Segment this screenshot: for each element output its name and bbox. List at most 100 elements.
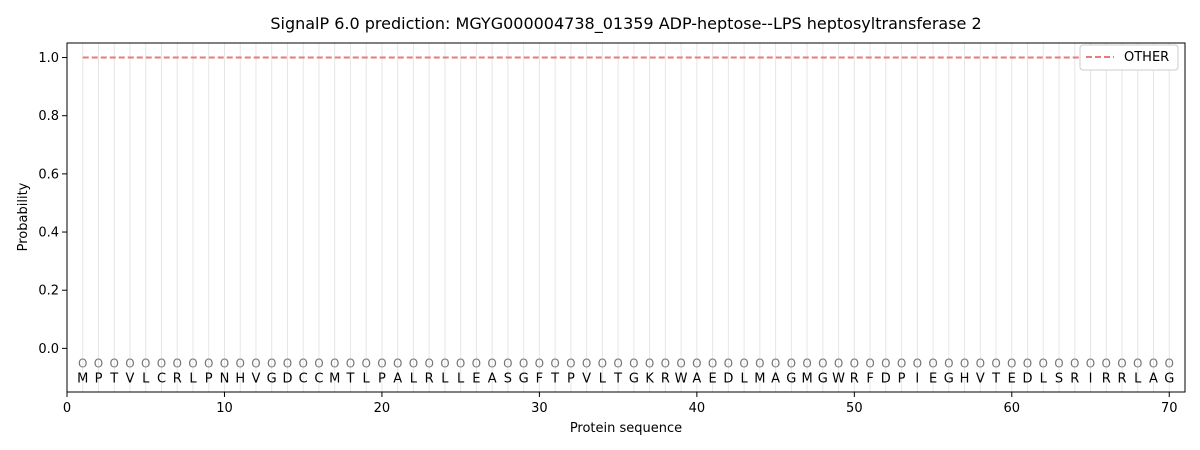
residue-label: P bbox=[378, 371, 386, 386]
region-label: O bbox=[613, 356, 622, 370]
region-label: O bbox=[645, 356, 654, 370]
residue-label: P bbox=[95, 371, 103, 386]
region-label: O bbox=[960, 356, 969, 370]
residue-label: G bbox=[267, 371, 277, 386]
residue-label: R bbox=[661, 371, 670, 386]
region-label: O bbox=[519, 356, 528, 370]
region-label: O bbox=[1165, 356, 1174, 370]
residue-label: R bbox=[425, 371, 434, 386]
residue-label: R bbox=[1117, 371, 1126, 386]
residue-label: W bbox=[675, 371, 688, 386]
residue-label: T bbox=[991, 371, 1000, 386]
y-tick-label: 0.8 bbox=[38, 109, 59, 124]
region-label: O bbox=[94, 356, 103, 370]
region-label: O bbox=[550, 356, 559, 370]
region-label: O bbox=[283, 356, 292, 370]
region-label: O bbox=[1023, 356, 1032, 370]
region-label: O bbox=[802, 356, 811, 370]
region-label: O bbox=[1102, 356, 1111, 370]
y-tick-label: 0.6 bbox=[38, 167, 59, 182]
x-tick-label: 10 bbox=[216, 401, 233, 416]
residue-label: D bbox=[723, 371, 733, 386]
residue-label: F bbox=[866, 371, 873, 386]
region-label: O bbox=[346, 356, 355, 370]
region-label: O bbox=[897, 356, 906, 370]
region-label: O bbox=[661, 356, 670, 370]
residue-label: L bbox=[740, 371, 748, 386]
residue-label: F bbox=[536, 371, 543, 386]
region-label: O bbox=[928, 356, 937, 370]
region-label: O bbox=[818, 356, 827, 370]
residue-label: A bbox=[692, 371, 701, 386]
region-label: O bbox=[739, 356, 748, 370]
y-tick-label: 0.0 bbox=[38, 342, 59, 357]
residue-label: C bbox=[157, 371, 166, 386]
residue-label: G bbox=[818, 371, 828, 386]
residue-label: M bbox=[754, 371, 765, 386]
region-label: O bbox=[220, 356, 229, 370]
x-tick-label: 50 bbox=[846, 401, 863, 416]
region-label: O bbox=[1133, 356, 1142, 370]
region-label: O bbox=[251, 356, 260, 370]
region-label: O bbox=[487, 356, 496, 370]
region-label: O bbox=[724, 356, 733, 370]
residue-label: V bbox=[582, 371, 591, 386]
region-label: O bbox=[1117, 356, 1126, 370]
residue-label: C bbox=[299, 371, 308, 386]
residue-label: G bbox=[786, 371, 796, 386]
region-label: O bbox=[708, 356, 717, 370]
residue-label: S bbox=[1055, 371, 1063, 386]
region-label: O bbox=[629, 356, 638, 370]
residue-label: V bbox=[126, 371, 135, 386]
region-label: O bbox=[566, 356, 575, 370]
region-label: O bbox=[78, 356, 87, 370]
region-label: O bbox=[472, 356, 481, 370]
y-tick-label: 1.0 bbox=[38, 51, 59, 66]
residue-label: E bbox=[708, 371, 716, 386]
region-label: O bbox=[865, 356, 874, 370]
region-label: O bbox=[771, 356, 780, 370]
region-label: O bbox=[787, 356, 796, 370]
region-label: O bbox=[330, 356, 339, 370]
residue-label: G bbox=[1164, 371, 1174, 386]
y-tick-label: 0.2 bbox=[38, 284, 59, 299]
region-label: O bbox=[535, 356, 544, 370]
x-tick-label: 40 bbox=[689, 401, 706, 416]
x-tick-label: 20 bbox=[374, 401, 391, 416]
region-label: O bbox=[1054, 356, 1063, 370]
region-label: O bbox=[141, 356, 150, 370]
residue-label: T bbox=[613, 371, 622, 386]
y-tick-label: 0.4 bbox=[38, 226, 59, 241]
residue-label: A bbox=[771, 371, 780, 386]
x-axis-label: Protein sequence bbox=[570, 421, 682, 436]
region-label: O bbox=[361, 356, 370, 370]
chart-title: SignalP 6.0 prediction: MGYG000004738_01… bbox=[270, 14, 981, 34]
region-label: O bbox=[503, 356, 512, 370]
residue-label: L bbox=[1134, 371, 1142, 386]
region-label: O bbox=[881, 356, 890, 370]
region-label: O bbox=[991, 356, 1000, 370]
region-label: O bbox=[976, 356, 985, 370]
region-label: O bbox=[110, 356, 119, 370]
legend: OTHER bbox=[1079, 44, 1179, 71]
region-label: O bbox=[424, 356, 433, 370]
residue-label: L bbox=[142, 371, 150, 386]
region-label: O bbox=[850, 356, 859, 370]
residue-label: T bbox=[550, 371, 559, 386]
region-label: O bbox=[204, 356, 213, 370]
residue-label: T bbox=[345, 371, 354, 386]
region-label: O bbox=[944, 356, 953, 370]
region-label: O bbox=[314, 356, 323, 370]
residue-label: H bbox=[235, 371, 245, 386]
x-tick-label: 0 bbox=[63, 401, 71, 416]
x-tick-label: 60 bbox=[1004, 401, 1021, 416]
residue-label: L bbox=[599, 371, 607, 386]
residue-label: M bbox=[801, 371, 812, 386]
region-label: O bbox=[393, 356, 402, 370]
residue-label: G bbox=[944, 371, 954, 386]
x-tick-label: 30 bbox=[531, 401, 548, 416]
residue-label: L bbox=[189, 371, 197, 386]
residue-label: N bbox=[220, 371, 230, 386]
